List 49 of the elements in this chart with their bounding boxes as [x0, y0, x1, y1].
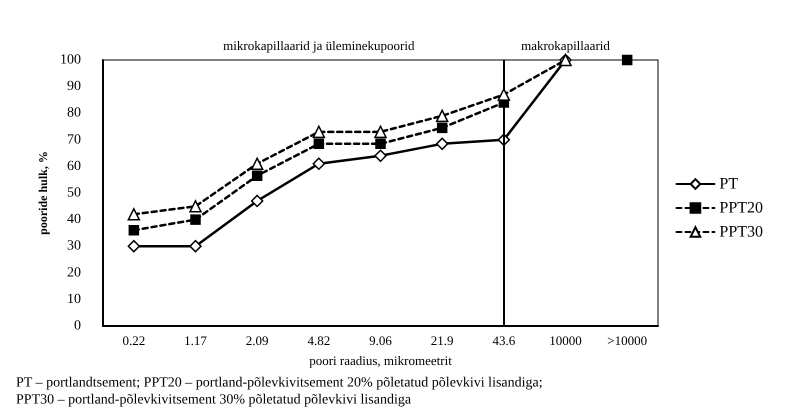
- point: [312, 157, 326, 170]
- x-tick-label: 1.17: [184, 333, 208, 348]
- point: [189, 240, 202, 252]
- y-tick-label: 40: [67, 212, 81, 228]
- y-axis-title: pooride hulk, %: [36, 151, 50, 235]
- x-tick-label: >10000: [607, 333, 648, 348]
- text: makrokapillaarid: [521, 38, 610, 53]
- x-tick-label: 21.9: [430, 333, 454, 348]
- text: PPT30 – portland-põlevkivitsement 30% põletatud põlevkivi lisandiga: [16, 392, 412, 408]
- point: [374, 126, 387, 138]
- x-tick-label: 4.82: [307, 333, 330, 348]
- point: [128, 224, 140, 236]
- point: [190, 214, 201, 225]
- text: PT – portlandtsement; PPT20 – portland-põlevkivitsement 20% põletatud põlevkivi lisandiga;: [16, 376, 543, 390]
- point: [498, 88, 510, 101]
- x-axis-title: poori raadius, mikromeetrit: [309, 353, 452, 368]
- point: [250, 194, 264, 208]
- x-tick-label: 0.22: [122, 333, 146, 348]
- point: [374, 150, 387, 162]
- x-tick-label: 9.06: [369, 333, 392, 348]
- x-tick-label: 43.6: [492, 333, 516, 348]
- legend-label: PPT30: [719, 224, 764, 240]
- legend-label: PT: [719, 176, 738, 192]
- point: [622, 54, 632, 66]
- y-tick-label: 50: [67, 186, 81, 200]
- x-tick-label: 2.09: [246, 333, 269, 348]
- point: [252, 170, 262, 181]
- y-tick-label: 70: [67, 132, 81, 148]
- text: mikrokapillaarid ja üleminekupoorid: [223, 38, 415, 53]
- point: [375, 138, 386, 150]
- legend-label: PPT20: [719, 200, 764, 216]
- y-tick-label: 20: [67, 265, 81, 280]
- x-tick-label: 10000: [549, 333, 582, 348]
- point: [250, 157, 264, 170]
- point: [312, 126, 326, 138]
- y-tick-label: 100: [60, 52, 81, 68]
- y-tick-label: 80: [67, 106, 81, 121]
- y-tick-label: 60: [67, 158, 81, 174]
- y-tick-label: 30: [67, 238, 81, 254]
- point: [436, 122, 448, 134]
- point: [128, 240, 140, 252]
- y-tick-label: 90: [67, 79, 81, 94]
- point: [189, 200, 202, 213]
- point: [128, 208, 140, 221]
- point: [436, 138, 448, 150]
- y-tick-label: 10: [67, 292, 81, 307]
- point: [314, 138, 324, 150]
- point: [436, 110, 448, 122]
- y-tick-label: 0: [74, 318, 81, 334]
